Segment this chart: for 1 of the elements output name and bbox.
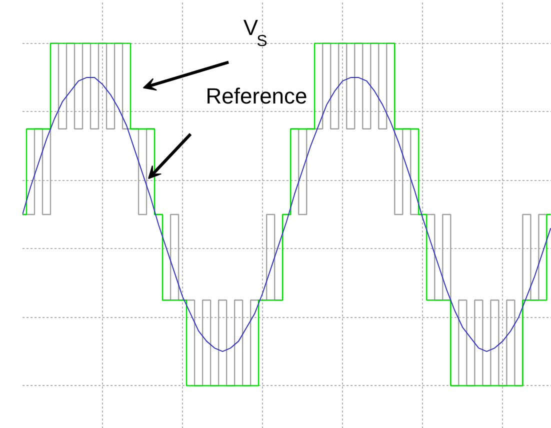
annotation: Reference (206, 83, 308, 108)
